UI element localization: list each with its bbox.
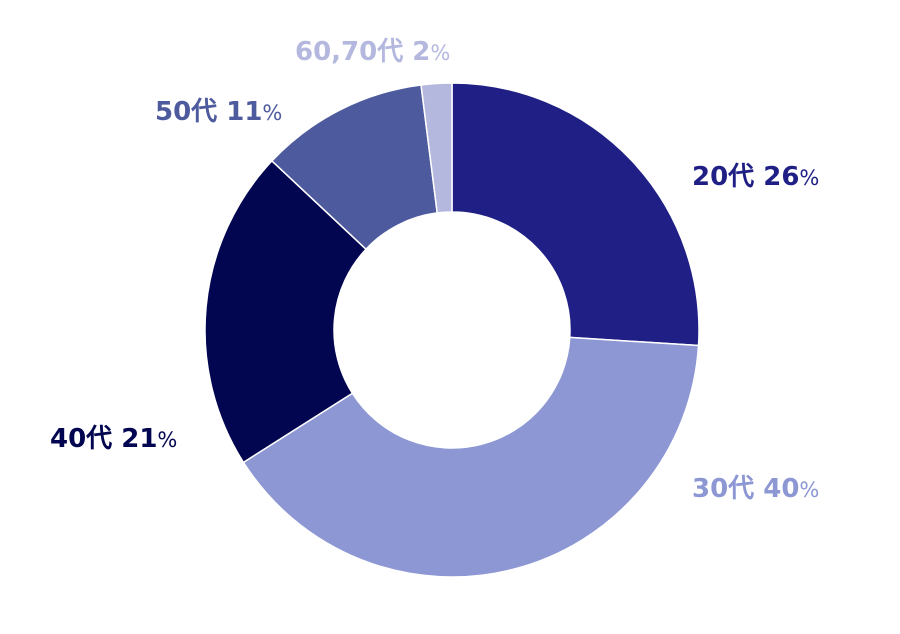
slice-percent-sign-2: % (157, 428, 177, 452)
slice-0 (451, 82, 700, 347)
slice-category-0: 20代 (692, 162, 763, 192)
slice-labels: 20代 26%30代 40%40代 21%50代 11%60,70代 2% (50, 37, 819, 504)
slice-1 (242, 336, 700, 578)
donut-slices (204, 82, 700, 578)
slice-category-2: 40代 (50, 424, 121, 454)
slice-percent-sign-1: % (799, 478, 819, 502)
slice-label-4: 60,70代 2% (295, 37, 450, 67)
slice-label-2: 40代 21% (50, 424, 177, 454)
slice-2 (204, 159, 368, 464)
slice-percent-sign-4: % (430, 41, 450, 65)
slice-category-1: 30代 (692, 474, 763, 504)
slice-category-3: 50代 (155, 97, 226, 127)
slice-value-1: 40 (763, 474, 799, 504)
slice-label-0: 20代 26% (692, 162, 819, 192)
slice-value-3: 11 (226, 97, 262, 127)
slice-label-1: 30代 40% (692, 474, 819, 504)
slice-value-4: 2 (412, 37, 430, 67)
slice-percent-sign-0: % (799, 166, 819, 190)
slice-4 (420, 82, 453, 214)
slice-value-0: 26 (763, 162, 799, 192)
slice-category-4: 60,70代 (295, 37, 412, 67)
slice-label-3: 50代 11% (155, 97, 282, 127)
slice-value-2: 21 (121, 424, 157, 454)
slice-percent-sign-3: % (262, 101, 282, 125)
